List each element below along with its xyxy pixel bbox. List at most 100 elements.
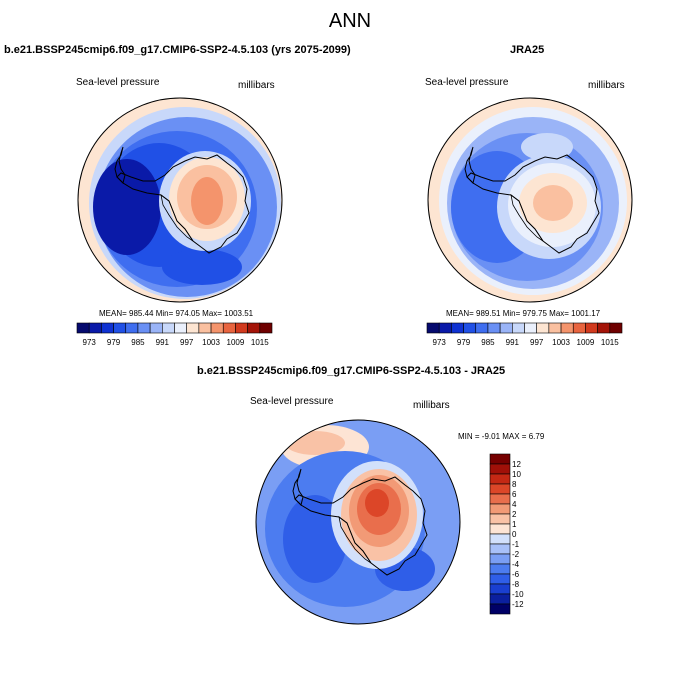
panel2-colorbar-swatch-4 xyxy=(475,322,489,334)
panel3-colorbar-swatch-11 xyxy=(489,563,511,575)
panel2-colorbar: 973 979 985 991 997 1003 1009 1015 xyxy=(426,322,623,347)
panel2-peninsula-coastline xyxy=(464,146,476,184)
panel2-colorbar-swatch-0 xyxy=(426,322,440,334)
panel2-units-label: millibars xyxy=(588,80,625,91)
panel3-colorbar-swatch-1 xyxy=(489,463,511,475)
panel1-colorbar-swatch-14 xyxy=(247,322,261,334)
panel2-colorbar-swatch-2 xyxy=(451,322,464,334)
panel1-map-border xyxy=(77,97,283,303)
panel2-colorbar-swatch-13 xyxy=(585,322,598,334)
main-title: ANN xyxy=(328,10,372,32)
panel1-units-label: millibars xyxy=(238,80,275,91)
panel3-ice-shelf-line xyxy=(338,516,372,564)
panel2-ice-shelf-line xyxy=(510,194,544,242)
panel1-colorbar-swatch-4 xyxy=(125,322,139,334)
panel2-variable-label: Sea-level pressure xyxy=(425,77,509,88)
panel2-colorbar-tick-label: 1015 xyxy=(601,338,619,347)
panel1-colorbar-swatch-3 xyxy=(113,322,127,334)
panel1-contour-band-10 xyxy=(191,177,223,225)
panel1-colorbar-swatch-1 xyxy=(88,322,102,334)
panel1-colorbar-swatch-0 xyxy=(76,322,90,334)
panel2-contour-band-9 xyxy=(533,185,573,221)
panel1-colorbar-swatch-5 xyxy=(137,322,151,334)
panel1-colorbar-swatch-7 xyxy=(162,322,175,334)
panel1-colorbar-swatch-10 xyxy=(198,322,212,334)
panel1-colorbar-tick-label: 979 xyxy=(107,338,121,347)
panel1-colorbar-tick-label: 973 xyxy=(83,338,97,347)
panel1-colorbar-swatch-9 xyxy=(186,322,200,334)
panel2-colorbar-tick-label: 985 xyxy=(481,338,495,347)
panel3-colorbar-tick-label: 10 xyxy=(512,470,521,479)
panel3-colorbar-tick-label: -2 xyxy=(512,550,520,559)
panel3-colorbar-swatch-12 xyxy=(489,573,511,585)
panel2-colorbar-swatch-14 xyxy=(597,322,611,334)
panel1-title: b.e21.BSSP245cmip6.f09_g17.CMIP6-SSP2-4.… xyxy=(4,44,351,56)
panel3-colorbar-tick-label: 12 xyxy=(512,460,521,469)
panel1-colorbar-swatch-13 xyxy=(235,322,248,334)
panel2-title: JRA25 xyxy=(510,44,545,56)
panel2-colorbar-swatch-15 xyxy=(609,322,623,334)
panel2-map-border xyxy=(427,97,633,303)
panel2-colorbar-swatch-1 xyxy=(438,322,452,334)
panel1-colorbar-swatch-15 xyxy=(259,322,273,334)
panel3-colorbar-tick-label: -8 xyxy=(512,580,520,589)
panel3-stats: MIN = -9.01 MAX = 6.79 xyxy=(458,432,545,441)
panel2-colorbar-swatch-5 xyxy=(487,322,501,334)
panel3-polar-map xyxy=(255,419,461,625)
panel3-colorbar-tick-label: -4 xyxy=(512,560,520,569)
panel3-colorbar-tick-label: 0 xyxy=(512,530,517,539)
panel2-colorbar-swatch-9 xyxy=(536,322,550,334)
panel3-colorbar-tick-label: 6 xyxy=(512,490,517,499)
panel1-colorbar-tick-label: 1015 xyxy=(251,338,269,347)
panel3-colorbar-tick-label: 1 xyxy=(512,520,517,529)
panel3-colorbar-tick-label: 4 xyxy=(512,500,517,509)
panel3-colorbar-swatch-7 xyxy=(489,523,511,535)
panel3-colorbar-swatch-14 xyxy=(489,593,511,605)
panel1-colorbar: 973 979 985 991 997 1003 1009 1015 xyxy=(76,322,273,347)
panel3-colorbar-swatch-10 xyxy=(489,553,511,565)
panel1-colorbar-swatch-6 xyxy=(149,322,163,334)
panel1-ice-shelf-line xyxy=(160,194,194,242)
panel2-colorbar-swatch-3 xyxy=(463,322,477,334)
panel2-colorbar-swatch-7 xyxy=(512,322,525,334)
panel2-colorbar-tick-label: 997 xyxy=(530,338,544,347)
panel1-colorbar-swatch-2 xyxy=(101,322,114,334)
panel3-contour-band-10 xyxy=(365,489,389,517)
panel2-polar-map xyxy=(427,97,633,303)
panel1-stats: MEAN= 985.44 Min= 974.05 Max= 1003.51 xyxy=(99,309,254,318)
panel3-colorbar-swatch-4 xyxy=(489,493,511,505)
panel3-colorbar-swatch-8 xyxy=(489,533,511,545)
panel2-colorbar-swatch-12 xyxy=(572,322,586,334)
panel3-colorbar-tick-label: -1 xyxy=(512,540,520,549)
panel1-colorbar-tick-label: 1009 xyxy=(227,338,245,347)
panel3-colorbar-swatch-3 xyxy=(489,483,511,495)
panel2-colorbar-swatch-10 xyxy=(548,322,562,334)
panel2-colorbar-tick-label: 991 xyxy=(506,338,520,347)
panel3-colorbar-swatch-6 xyxy=(489,513,511,525)
panel2-colorbar-tick-label: 1003 xyxy=(552,338,570,347)
panel2-contour-band-5 xyxy=(521,133,573,161)
panel2-stats: MEAN= 989.51 Min= 979.75 Max= 1001.17 xyxy=(446,309,601,318)
panel3-colorbar-tick-label: -10 xyxy=(512,590,524,599)
panel3-colorbar-tick-label: -6 xyxy=(512,570,520,579)
panel3-contour-band-4 xyxy=(283,495,347,583)
panel1-contour-band-6 xyxy=(162,249,242,285)
panel3-colorbar-tick-label: -12 xyxy=(512,600,524,609)
panel1-colorbar-swatch-8 xyxy=(174,322,187,334)
panel1-variable-label: Sea-level pressure xyxy=(76,77,160,88)
panel1-colorbar-tick-label: 997 xyxy=(180,338,194,347)
panel3-units-label: millibars xyxy=(413,400,450,411)
panel2-colorbar-tick-label: 1009 xyxy=(577,338,595,347)
panel1-colorbar-tick-label: 991 xyxy=(156,338,170,347)
panel3-title: b.e21.BSSP245cmip6.f09_g17.CMIP6-SSP2-4.… xyxy=(197,365,506,377)
panel1-colorbar-swatch-12 xyxy=(222,322,236,334)
panel2-colorbar-swatch-8 xyxy=(524,322,537,334)
panel1-contour-band-5 xyxy=(93,159,161,255)
panel1-colorbar-tick-label: 1003 xyxy=(202,338,220,347)
panel3-map-border xyxy=(255,419,461,625)
panel3-colorbar-swatch-0 xyxy=(489,453,511,465)
panel2-colorbar-swatch-11 xyxy=(560,322,574,334)
panel3-colorbar-swatch-5 xyxy=(489,503,511,515)
panel3-colorbar-swatch-9 xyxy=(489,543,511,555)
